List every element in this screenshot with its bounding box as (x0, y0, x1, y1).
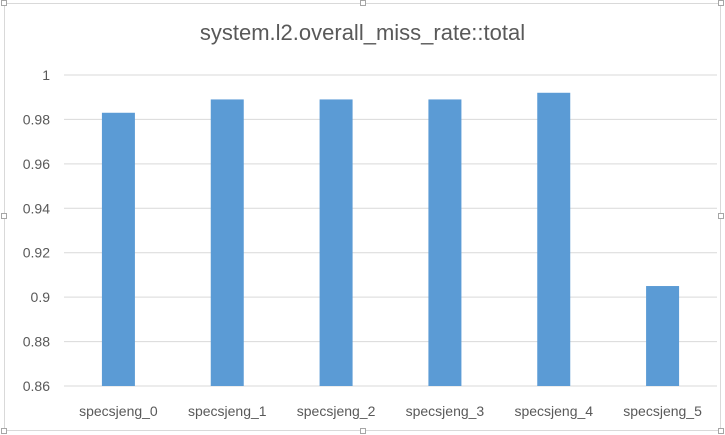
x-tick-label: specsjeng_0 (79, 403, 158, 419)
resize-handle-bottom-middle[interactable] (360, 428, 366, 434)
x-tick-label: specsjeng_2 (297, 403, 376, 419)
bar-specsjeng_3[interactable] (428, 99, 462, 386)
y-tick-label: 0.92 (23, 245, 50, 261)
bar-specsjeng_1[interactable] (210, 99, 244, 386)
y-tick-label: 0.94 (23, 200, 50, 216)
y-tick-label: 0.9 (31, 289, 51, 305)
x-tick-label: specsjeng_5 (623, 403, 702, 419)
bar-specsjeng_4[interactable] (537, 92, 571, 387)
resize-handle-top-right[interactable] (718, 0, 724, 6)
bar-specsjeng_2[interactable] (319, 99, 353, 386)
y-tick-label: 1 (42, 67, 50, 83)
x-tick-label: specsjeng_1 (188, 403, 267, 419)
y-tick-label: 0.98 (23, 111, 50, 127)
y-tick-label: 0.86 (23, 378, 50, 394)
y-tick-label: 0.88 (23, 334, 50, 350)
y-tick-label: 0.96 (23, 156, 50, 172)
chart-title: system.l2.overall_miss_rate::total (199, 20, 526, 45)
resize-handle-middle-right[interactable] (718, 213, 724, 219)
resize-handle-top-left[interactable] (1, 0, 7, 6)
bar-specsjeng_0[interactable] (101, 112, 135, 386)
resize-handle-top-middle[interactable] (360, 0, 366, 6)
resize-handle-bottom-left[interactable] (1, 428, 7, 434)
resize-handle-bottom-right[interactable] (718, 428, 724, 434)
bar-specsjeng_5[interactable] (646, 286, 680, 386)
resize-handle-middle-left[interactable] (1, 213, 7, 219)
x-tick-label: specsjeng_3 (406, 403, 485, 419)
x-tick-label: specsjeng_4 (514, 403, 593, 419)
